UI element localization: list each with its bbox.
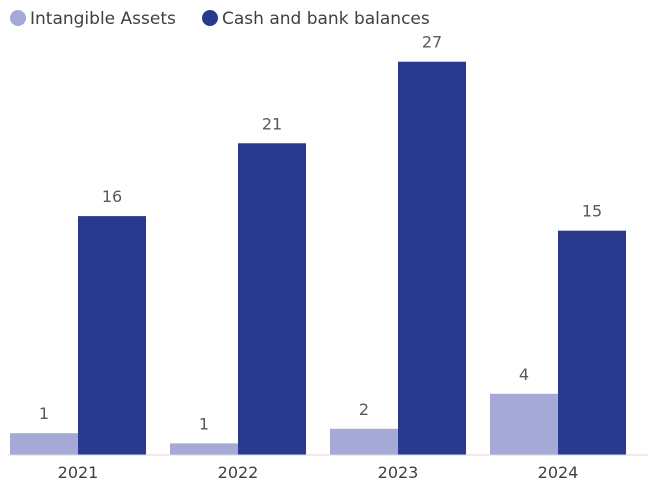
- x-tick-label-2021: 2021: [58, 463, 99, 482]
- bar-group-2022: 1 21 2022: [170, 114, 306, 482]
- x-tick-label-2024: 2024: [538, 463, 579, 482]
- legend-marker-intangible-assets: [10, 10, 26, 26]
- bar-cash-and-bank-balances-2023: [398, 61, 466, 455]
- bar-intangible-assets-2022: [170, 443, 238, 455]
- bar-intangible-assets-2021: [10, 433, 78, 455]
- data-label-intangible-assets-2021: 1: [39, 404, 49, 423]
- bar-intangible-assets-2023: [330, 428, 398, 455]
- bar-intangible-assets-2024: [490, 393, 558, 455]
- legend-label-cash-and-bank-balances: Cash and bank balances: [222, 9, 430, 29]
- legend-item-intangible-assets: Intangible Assets: [10, 9, 176, 29]
- bar-cash-and-bank-balances-2024: [558, 230, 626, 455]
- data-label-intangible-assets-2024: 4: [519, 365, 529, 384]
- data-label-intangible-assets-2023: 2: [359, 400, 369, 419]
- legend-marker-cash-and-bank-balances: [202, 10, 218, 26]
- x-tick-label-2022: 2022: [218, 463, 259, 482]
- bar-cash-and-bank-balances-2022: [238, 143, 306, 456]
- data-label-intangible-assets-2022: 1: [199, 414, 209, 433]
- data-label-cash-and-bank-balances-2021: 16: [102, 187, 122, 206]
- data-label-cash-and-bank-balances-2022: 21: [262, 114, 282, 133]
- legend-label-intangible-assets: Intangible Assets: [30, 9, 176, 29]
- legend-item-cash-and-bank-balances: Cash and bank balances: [202, 9, 430, 29]
- data-label-cash-and-bank-balances-2023: 27: [422, 33, 442, 52]
- bar-group-2023: 2 27 2023: [330, 33, 466, 482]
- bar-cash-and-bank-balances-2021: [78, 216, 146, 455]
- bar-group-2021: 1 16 2021: [10, 187, 146, 482]
- data-label-cash-and-bank-balances-2024: 15: [582, 202, 602, 221]
- plot-area: 1 16 2021 1 21 2022 2 27 2023 4 15 2024: [10, 33, 626, 482]
- bar-group-2024: 4 15 2024: [490, 202, 626, 482]
- legend: Intangible Assets Cash and bank balances: [10, 9, 430, 29]
- x-tick-label-2023: 2023: [378, 463, 419, 482]
